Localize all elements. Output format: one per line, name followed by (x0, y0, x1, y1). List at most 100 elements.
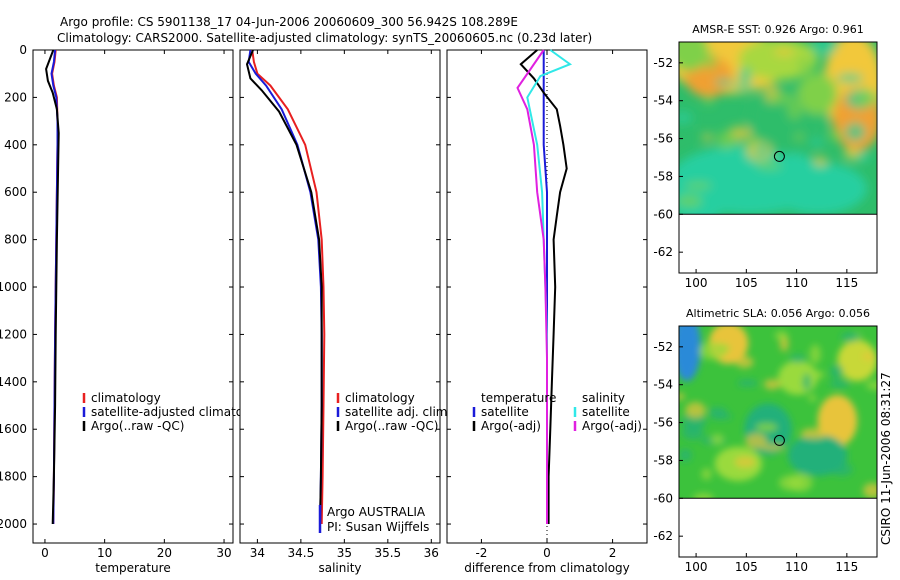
series-group (245, 49, 326, 525)
x-tick-label: 115 (835, 560, 858, 574)
map-texture (808, 394, 817, 402)
y-tick-label: 800 (4, 233, 27, 247)
legend-title-salinity: salinity (582, 391, 625, 405)
legend-label: satellite adj. clim. (345, 405, 451, 419)
map-field (679, 42, 877, 217)
map-texture (763, 379, 781, 390)
legend-label: Argo(..raw -QC) (91, 419, 184, 433)
map-title: AMSR-E SST: 0.926 Argo: 0.961 (692, 23, 864, 36)
map-blobs (679, 42, 877, 217)
map-texture (716, 131, 738, 149)
map-texture (829, 379, 851, 388)
map-texture (761, 444, 785, 451)
map-texture (685, 402, 706, 419)
x-axis-label: temperature (95, 561, 170, 575)
y-tick-label: -58 (653, 169, 673, 183)
y-tick-label: 2000 (0, 517, 27, 531)
x-tick-label: 115 (835, 276, 858, 290)
map-blob (679, 326, 701, 382)
map-texture (702, 133, 713, 142)
x-tick-label: 110 (785, 276, 808, 290)
map-blobs (679, 326, 877, 501)
y-tick-label: 0 (19, 43, 27, 57)
map-texture (861, 352, 875, 361)
map-texture (704, 52, 718, 70)
header-title-line2: Climatology: CARS2000. Satellite-adjuste… (57, 31, 592, 45)
y-tick-label: 400 (4, 138, 27, 152)
map-texture (738, 67, 752, 85)
y-tick-label: -60 (653, 207, 673, 221)
legend-label: satellite (481, 405, 529, 419)
map-blob (817, 394, 858, 447)
sst-map: AMSR-E SST: 0.926 Argo: 0.961 100 105 110 11… (653, 23, 878, 290)
map-texture (756, 162, 782, 169)
map-texture (734, 456, 756, 468)
map-blob (738, 42, 818, 80)
x-tick-label: -2 (475, 546, 487, 560)
credit-text: CSIRO 11-Jun-2006 08:31:27 (879, 372, 893, 545)
map-texture (679, 111, 693, 124)
map-texture (844, 146, 861, 160)
x-tick-label: 35.5 (374, 546, 401, 560)
map-texture (814, 156, 827, 167)
map-texture (865, 380, 877, 391)
series-line-black (45, 49, 60, 525)
map-texture (828, 130, 843, 142)
map-texture (811, 96, 834, 106)
legend-label: climatology (91, 391, 161, 405)
legend-label: climatology (345, 391, 415, 405)
y-tick-label: 1800 (0, 470, 27, 484)
legend-title-temperature: temperature (481, 391, 556, 405)
series-line-black (245, 49, 323, 525)
y-tick-label: 600 (4, 185, 27, 199)
map-texture (800, 428, 828, 440)
map-texture (810, 138, 824, 147)
map-frame (678, 325, 878, 558)
x-tick-label: 100 (685, 276, 708, 290)
salinity-chart: 34 34.5 35 35.5 36 salinity climatologysatelli… (239, 49, 451, 575)
annotation-line1: Argo AUSTRALIA (327, 505, 426, 519)
map-texture (774, 330, 788, 341)
y-tick-label: -54 (653, 94, 673, 108)
sla-map: Altimetric SLA: 0.056 Argo: 0.056 100 105 1… (653, 307, 878, 574)
x-tick-label: 0 (41, 546, 49, 560)
map-texture (774, 47, 794, 57)
legend-label: Argo(..raw -QC) (345, 419, 438, 433)
map-texture (735, 356, 754, 369)
legend-label: satellite-adjusted climatology (91, 405, 269, 419)
y-tick-label: 1000 (0, 280, 27, 294)
y-tick-label: 200 (4, 90, 27, 104)
y-tick-label: -58 (653, 453, 673, 467)
x-tick-label: 30 (216, 546, 231, 560)
map-texture (714, 78, 735, 86)
annotation-line2: PI: Susan Wijffels (327, 520, 429, 534)
y-tick-label: -56 (653, 132, 673, 146)
map-title: Altimetric SLA: 0.056 Argo: 0.056 (686, 307, 870, 320)
map-blob (837, 339, 877, 382)
plot-frame (32, 49, 234, 544)
x-tick-label: 0 (543, 546, 551, 560)
map-texture (737, 379, 758, 387)
x-axis-label: salinity (318, 561, 361, 575)
map-texture (679, 195, 703, 207)
x-tick-label: 35 (337, 546, 352, 560)
map-nodata (679, 214, 877, 273)
x-tick-label: 10 (97, 546, 112, 560)
map-texture (798, 468, 818, 476)
map-texture (787, 101, 802, 120)
temperature-chart: 0 10 20 30 0 200 400 600 800 1000 1200 1400 1600 1800… (0, 43, 269, 575)
x-tick-label: 34 (250, 546, 265, 560)
y-tick-label: -54 (653, 378, 673, 392)
map-texture (863, 482, 877, 499)
series-line-red (251, 49, 326, 525)
map-blob (778, 360, 818, 395)
series-group (45, 49, 60, 525)
y-tick-label: -60 (653, 491, 673, 505)
x-tick-label: 105 (735, 276, 758, 290)
legend-label: Argo(-adj) (582, 419, 642, 433)
map-texture (864, 95, 877, 103)
map-texture (679, 448, 692, 462)
map-texture (699, 341, 727, 360)
map-blob (679, 42, 709, 72)
